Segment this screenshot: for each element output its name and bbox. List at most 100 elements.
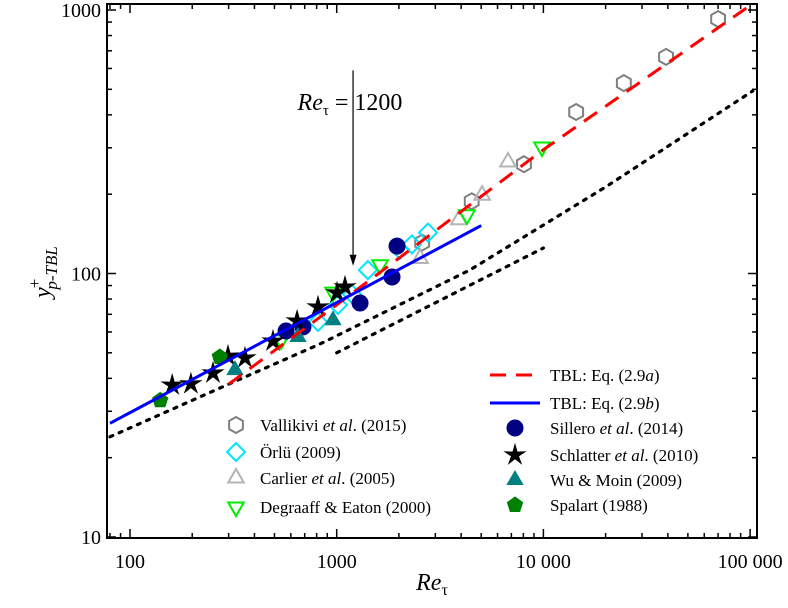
- legend-label: TBL: Eq. (2.9a): [550, 366, 660, 385]
- annotation-main: Re: [297, 90, 324, 116]
- data-point: [261, 328, 285, 351]
- y-axis-title: y+p-TBL: [25, 246, 61, 300]
- axes-frame: [106, 3, 758, 539]
- dashed-line-0: [227, 4, 751, 386]
- legend-label: Spalart (1988): [550, 496, 648, 515]
- dotted-line-3: [335, 246, 545, 355]
- y-tick-label: 1000: [61, 0, 101, 22]
- legend-entry: Sillero et al. (2014): [506, 419, 683, 438]
- legend-marker-triangle-down-icon: [226, 501, 246, 518]
- legend-label-italic: et al: [600, 419, 630, 438]
- annotation: Reτ = 1200: [297, 70, 403, 266]
- data-point: [498, 151, 518, 168]
- legend-entry: Degraaff & Eaton (2000): [226, 498, 431, 518]
- legend-label: TBL: Eq. (2.9b): [550, 394, 660, 413]
- data-point: [615, 73, 632, 93]
- data-point: [568, 102, 585, 122]
- legend-label: Carlier et al. (2005): [260, 469, 395, 488]
- data-point: [201, 360, 225, 384]
- plot-area: [108, 4, 755, 439]
- legend-label: Sillero et al. (2014): [550, 419, 683, 438]
- data-point: [370, 259, 390, 276]
- legend-label-part: ): [654, 366, 660, 385]
- legend-label-part: . (2014): [629, 419, 683, 438]
- legend-label-italic: et al: [311, 469, 341, 488]
- legend-label-part: Schlatter: [550, 446, 615, 465]
- legend-label-part: Sillero: [550, 419, 600, 438]
- data-point: [306, 294, 330, 317]
- annotation-arrow-head: [349, 254, 357, 266]
- legend-entry: Örlü (2009): [225, 441, 341, 463]
- legend-marker-triangle-up-icon: [506, 470, 524, 485]
- legend-entry: TBL: Eq. (2.9a): [490, 366, 660, 385]
- series-star-5: [160, 274, 357, 395]
- data-point: [351, 294, 369, 312]
- legend-label: Örlü (2009): [260, 443, 341, 462]
- legend-marker-pentagon-icon: [506, 496, 524, 512]
- data-point: [417, 222, 439, 244]
- legend-label: Degraaff & Eaton (2000): [260, 498, 431, 517]
- solid-line-1: [109, 224, 482, 425]
- legend-entry: TBL: Eq. (2.9b): [490, 394, 660, 413]
- legend-marker-hexagon-icon: [228, 415, 244, 435]
- data-point: [388, 237, 406, 255]
- legend-label-part: . (2010): [644, 446, 698, 465]
- legend-label-italic: et al: [615, 446, 645, 465]
- legend-label: Vallikivi et al. (2015): [260, 416, 406, 435]
- legend-label-italic: b: [645, 394, 654, 413]
- x-tick-label: 100: [115, 551, 145, 573]
- series-diamond-1: [307, 222, 439, 333]
- data-point: [226, 360, 244, 376]
- legend-label: Schlatter et al. (2010): [550, 446, 698, 465]
- annotation-text: Reτ = 1200: [297, 90, 403, 119]
- legend-label-part: ): [654, 394, 660, 413]
- legend: TBL: Eq. (2.9a)TBL: Eq. (2.9b)Vallikivi …: [225, 366, 698, 518]
- x-tick-label: 1000: [317, 551, 357, 573]
- data-point: [357, 259, 379, 281]
- legend-label-part: Spalart (1988): [550, 496, 648, 515]
- legend-marker-diamond-icon: [225, 441, 247, 463]
- legend-label: Wu & Moin (2009): [550, 471, 682, 490]
- x-axis-title-main: Re: [415, 570, 442, 596]
- data-point: [658, 47, 674, 67]
- legend-marker-star-icon: [503, 442, 527, 465]
- data-point: [307, 311, 329, 333]
- legend-label-part: Carlier: [260, 469, 311, 488]
- x-axis-title: Reτ: [415, 570, 448, 599]
- data-point: [457, 209, 477, 226]
- legend-label-part: Degraaff & Eaton (2000): [260, 498, 431, 517]
- legend-label-part: Vallikivi: [260, 416, 323, 435]
- annotation-sub: τ: [323, 103, 329, 119]
- legend-label-part: TBL: Eq. (2.9: [550, 366, 645, 385]
- legend-marker-triangle-up-icon: [226, 467, 246, 484]
- legend-entry: Wu & Moin (2009): [506, 470, 682, 490]
- legend-label-italic: a: [645, 366, 654, 385]
- legend-marker-circle-icon: [506, 419, 524, 437]
- legend-label-part: . (2005): [341, 469, 395, 488]
- data-point: [324, 310, 342, 326]
- x-tick-label: 100 000: [718, 551, 783, 573]
- data-point: [327, 294, 349, 316]
- data-point: [333, 274, 357, 297]
- legend-label-part: TBL: Eq. (2.9: [550, 394, 645, 413]
- y-axis-title-main: y: [30, 287, 56, 300]
- data-point: [401, 233, 423, 255]
- y-axis-title-sup: +: [25, 279, 44, 289]
- legend-entry: Spalart (1988): [506, 496, 648, 515]
- dotted-line-2: [108, 89, 755, 439]
- y-tick-label: 10: [81, 527, 101, 549]
- x-axis-title-sub: τ: [441, 582, 448, 599]
- y-tick-label: 100: [71, 264, 101, 286]
- legend-label-italic: et al: [323, 416, 353, 435]
- data-point: [179, 371, 203, 394]
- legend-entry: Schlatter et al. (2010): [503, 442, 698, 465]
- legend-label-part: Örlü (2009): [260, 443, 341, 462]
- legend-label-part: Wu & Moin (2009): [550, 471, 682, 490]
- x-tick-label: 10 000: [516, 551, 571, 573]
- y-axis-title-sub: p-TBL: [42, 246, 61, 290]
- legend-entry: Carlier et al. (2005): [226, 467, 395, 488]
- legend-label-part: . (2015): [353, 416, 407, 435]
- legend-entry: Vallikivi et al. (2015): [228, 415, 406, 435]
